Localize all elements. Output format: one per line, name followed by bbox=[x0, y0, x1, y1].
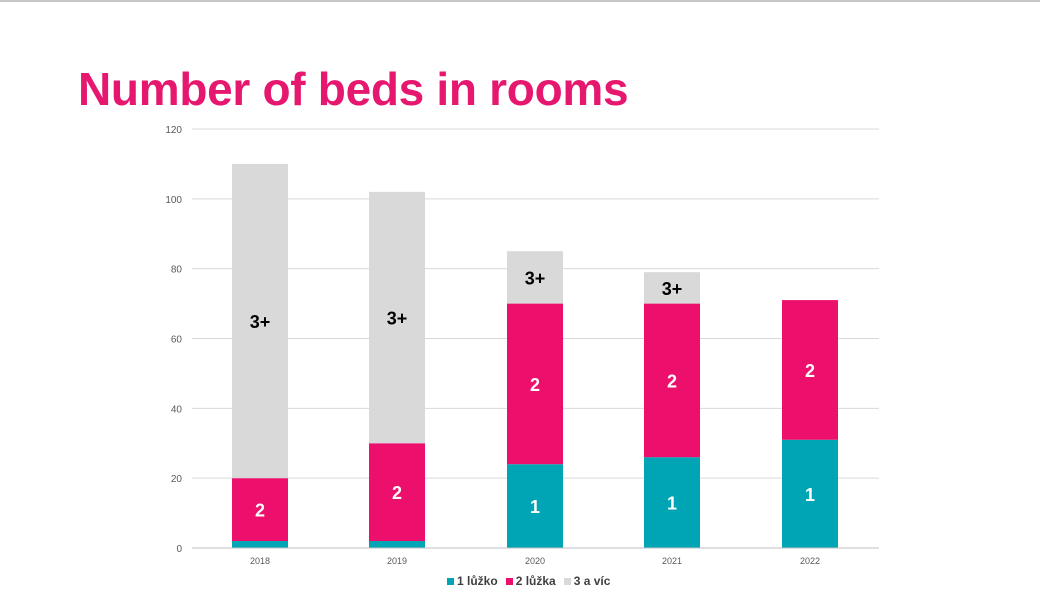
x-tick-label: 2022 bbox=[800, 556, 820, 566]
bar-segment-2 bbox=[782, 300, 838, 440]
top-divider bbox=[0, 0, 1040, 2]
x-tick-label: 2020 bbox=[525, 556, 545, 566]
data-label: 3+ bbox=[387, 309, 408, 329]
legend-item: 2 lůžka bbox=[505, 574, 556, 588]
data-label: 2 bbox=[392, 483, 402, 503]
bar-segment-1 bbox=[232, 541, 288, 548]
x-tick-label: 2019 bbox=[387, 556, 407, 566]
data-label: 2 bbox=[255, 501, 265, 521]
x-tick-label: 2021 bbox=[662, 556, 682, 566]
bar-segment-2 bbox=[644, 303, 700, 458]
y-tick-label: 120 bbox=[165, 125, 182, 136]
legend-label: 2 lůžka bbox=[515, 574, 556, 588]
bar-segment-3 bbox=[507, 251, 563, 304]
y-tick-label: 80 bbox=[171, 265, 183, 276]
data-label: 1 bbox=[805, 485, 815, 505]
bar-segment-2 bbox=[507, 303, 563, 465]
bar-segment-1 bbox=[644, 457, 700, 548]
bar-segment-3 bbox=[369, 191, 425, 444]
legend-label: 1 lůžko bbox=[457, 574, 498, 588]
y-tick-label: 0 bbox=[176, 544, 182, 555]
bar-segment-1 bbox=[507, 464, 563, 548]
data-label: 3+ bbox=[662, 279, 683, 299]
legend-label: 3 a víc bbox=[573, 574, 611, 588]
legend-swatch bbox=[505, 577, 513, 585]
data-label: 2 bbox=[667, 371, 677, 391]
y-tick-label: 100 bbox=[165, 195, 182, 206]
data-label: 3+ bbox=[250, 312, 271, 332]
legend-item: 3 a víc bbox=[563, 574, 611, 588]
data-label: 2 bbox=[530, 375, 540, 395]
legend-swatch bbox=[563, 577, 571, 585]
data-label: 1 bbox=[667, 494, 677, 514]
bar-segment-2 bbox=[232, 478, 288, 542]
y-tick-label: 20 bbox=[171, 474, 183, 485]
legend-swatch bbox=[447, 577, 454, 585]
bar-segment-1 bbox=[369, 541, 425, 548]
x-tick-label: 2018 bbox=[250, 556, 270, 566]
slide-title: Number of beds in rooms bbox=[78, 63, 629, 115]
data-label: 2 bbox=[805, 361, 815, 381]
data-label: 3+ bbox=[525, 268, 546, 288]
data-label: 1 bbox=[530, 497, 540, 517]
y-tick-label: 60 bbox=[171, 335, 183, 346]
bar-segment-1 bbox=[782, 439, 838, 548]
bar-segment-3 bbox=[232, 163, 288, 479]
bar-segment-2 bbox=[369, 443, 425, 542]
y-tick-label: 40 bbox=[171, 404, 183, 415]
chart-legend: 1 lůžko 2 lůžka 3 a víc bbox=[447, 573, 610, 589]
legend-item: 1 lůžko bbox=[447, 574, 498, 588]
bar-segment-3 bbox=[644, 272, 700, 304]
